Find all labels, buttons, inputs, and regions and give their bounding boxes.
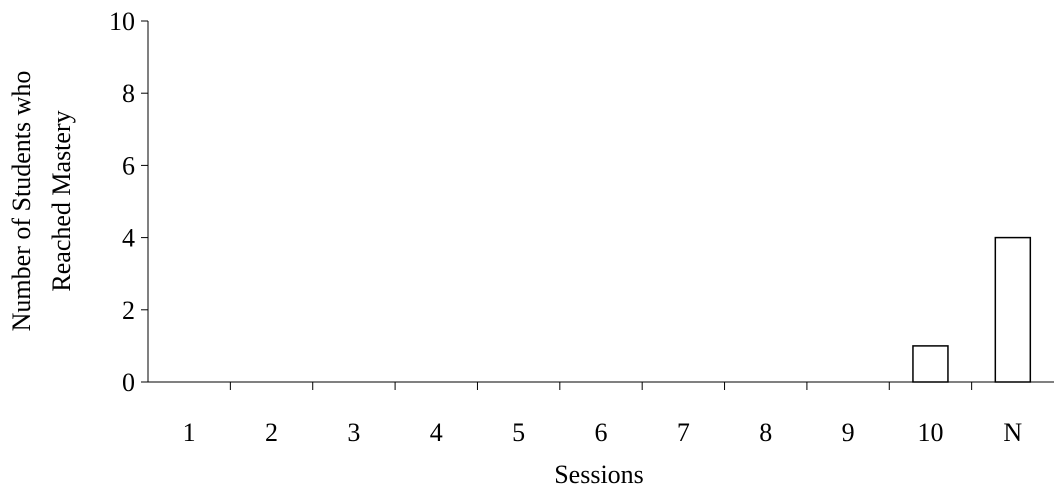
- y-tick-label: 6: [122, 151, 135, 180]
- y-tick-label: 8: [122, 79, 135, 108]
- x-tick-label: 3: [347, 418, 360, 447]
- x-tick-label: 2: [265, 418, 278, 447]
- x-tick-label: 6: [595, 418, 608, 447]
- x-tick-label: 1: [183, 418, 196, 447]
- x-tick-label: 8: [759, 418, 772, 447]
- y-axis-ticks: 0 2 4 6 8 10: [109, 7, 148, 397]
- y-tick-label: 0: [122, 368, 135, 397]
- x-tick-label: 10: [917, 418, 943, 447]
- x-axis-title: Sessions: [554, 460, 644, 489]
- axes: [147, 21, 1054, 383]
- bar-N: [994, 236, 1032, 383]
- x-tick-label: 7: [677, 418, 690, 447]
- y-axis-title-line-2: Reached Mastery: [47, 110, 76, 291]
- x-axis-ticks: 1 2 3 4 5 6 7 8 9 10 N: [183, 382, 1022, 447]
- x-tick-label: 9: [842, 418, 855, 447]
- y-axis-title-line-1: Number of Students who: [7, 71, 36, 332]
- y-tick-label: 4: [122, 224, 135, 253]
- bar-10: [912, 345, 949, 383]
- x-tick-label: N: [1003, 418, 1022, 447]
- y-tick-label: 2: [122, 296, 135, 325]
- y-tick-label: 10: [109, 7, 135, 36]
- x-tick-label: 5: [512, 418, 525, 447]
- bars: [912, 236, 1032, 383]
- x-tick-label: 4: [430, 418, 443, 447]
- y-axis-title-group: Number of Students who Reached Mastery: [7, 71, 76, 332]
